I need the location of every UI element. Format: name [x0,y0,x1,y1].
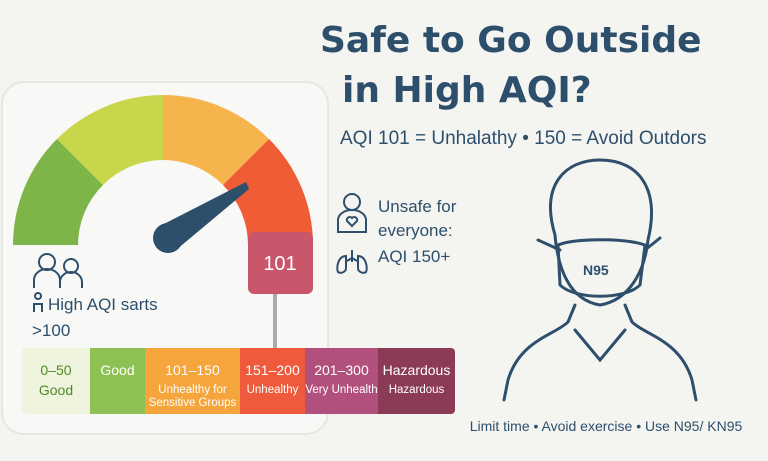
segment-bottom: Good [38,382,74,398]
lungs-icon [336,250,368,274]
segment-bottom: Unhealthy for Sensitive Groups [148,384,237,409]
scale-segment: 0–50 Good [22,348,90,414]
aqi-scale: 0–50 Good Good 101–150 Unhealthy for Sen… [22,348,455,414]
footer: Limit time • Avoid exercise • Use N95/ K… [469,418,743,434]
segment-bottom: Hazardous [388,384,445,396]
gauge-value: 101 [263,253,296,275]
subtitle: AQI 101 = Unhalathy • 150 = Avoid Outdor… [340,128,706,149]
note-right-line: AQI 150+ [378,247,450,266]
person-icon [337,193,367,233]
needle-hub [153,223,183,253]
title-line: in High AQI? [342,70,592,111]
note-left-line: >100 [32,321,70,340]
head-icon [502,158,698,402]
segment-bottom: Unhealthy [246,384,299,396]
segment-top: Good [100,362,135,378]
scale-segment: Hazardous Hazardous [378,348,455,414]
mask-label: N95 [583,262,609,278]
note-right-line: Unsafe for [378,197,457,216]
segment-bottom: Very Unhealth [305,384,378,396]
scale-segment: Good [90,348,145,414]
people-icon [33,253,83,312]
segment-top: 0–50 [40,362,72,378]
segment-top: 101–150 [165,362,220,378]
segment-top: 151–200 [245,362,300,378]
gauge-segment [57,95,163,185]
segment-top: Hazardous [382,362,451,378]
note-right-line: everyone: [378,221,453,240]
note-left-line: High AQI sarts [48,295,158,314]
gauge-segment [223,139,313,245]
gauge-segment [13,139,103,245]
gauge-segment [163,95,269,185]
scale-segment: 201–300 Very Unhealth [305,348,378,414]
value-box [248,232,313,294]
title-line: Safe to Go Outside [320,20,702,61]
scale-segment: 101–150 Unhealthy for Sensitive Groups [145,348,240,414]
segment-top: 201–300 [314,362,369,378]
scale-segment: 151–200 Unhealthy [240,348,305,414]
